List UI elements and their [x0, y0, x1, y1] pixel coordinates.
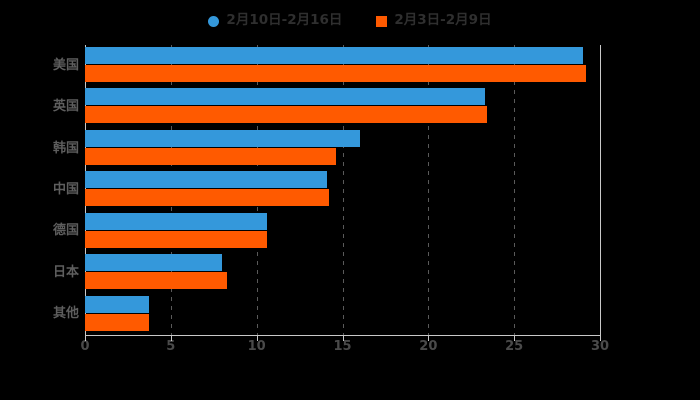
bar-1[interactable] [85, 65, 587, 82]
legend-label-series-1: 2月10日-2月16日 [226, 12, 343, 29]
bar-group [85, 45, 600, 86]
x-axis-label: 20 [419, 339, 438, 354]
y-axis-label: 韩国 [52, 140, 79, 156]
legend-label-series-2: 2月3日-2月9日 [394, 12, 492, 29]
y-axis-label: 中国 [52, 182, 79, 197]
x-axis-label: 5 [166, 339, 176, 354]
bar-group [85, 211, 600, 252]
bar-group [85, 252, 600, 293]
bar-group [85, 294, 600, 335]
y-axis-label: 日本 [52, 264, 79, 280]
y-axis-label: 美国 [52, 57, 79, 73]
bar-0[interactable] [85, 171, 328, 189]
x-tick-mark-0 [85, 336, 86, 341]
bar-1[interactable] [85, 272, 228, 290]
x-tick-mark-5 [170, 336, 172, 341]
chart-legend: 2月10日-2月16日 2月3日-2月9日 [0, 10, 700, 32]
gridline-30 [600, 45, 601, 335]
x-axis-label: 10 [247, 339, 266, 354]
gridline-15 [342, 45, 344, 335]
legend-item-series-2[interactable]: 2月3日-2月9日 [376, 12, 492, 29]
bar-group [85, 169, 600, 210]
bar-1[interactable] [85, 147, 336, 165]
x-tick-mark-30 [600, 336, 601, 341]
x-tick-mark-15 [342, 336, 344, 341]
x-axis-label: 15 [333, 339, 352, 354]
bar-0[interactable] [85, 47, 583, 64]
legend-marker-circle-icon [208, 15, 220, 27]
bar-0[interactable] [85, 254, 223, 272]
legend-item-series-1[interactable]: 2月10日-2月16日 [208, 14, 342, 28]
plot-area [85, 45, 600, 335]
bar-0[interactable] [85, 129, 360, 147]
bar-0[interactable] [85, 295, 149, 313]
bar-1[interactable] [85, 230, 267, 248]
bar-1[interactable] [85, 189, 329, 207]
y-axis-label: 德国 [52, 223, 79, 239]
bar-1[interactable] [85, 106, 487, 124]
bar-group [85, 128, 600, 169]
gridline-20 [428, 45, 430, 335]
legend-marker-square-icon [376, 15, 388, 27]
bar-0[interactable] [85, 212, 267, 230]
y-axis-label: 英国 [52, 99, 79, 115]
x-tick-mark-10 [256, 336, 258, 341]
x-tick-mark-20 [428, 336, 430, 341]
x-axis-label: 25 [505, 339, 524, 354]
bar-0[interactable] [85, 88, 485, 106]
x-axis-label: 0 [80, 339, 90, 354]
y-axis-category-labels: 美国英国韩国中国德国日本其他 [5, 45, 79, 335]
bar-1[interactable] [85, 313, 149, 331]
x-axis-label: 30 [590, 339, 610, 354]
x-axis-tick-labels: 0 5 10 15 20 25 30 [80, 339, 609, 360]
gridline-25 [514, 45, 516, 335]
y-axis-label: 其他 [52, 306, 79, 322]
x-axis-line [85, 335, 601, 336]
bar-group [85, 86, 600, 127]
x-tick-mark-25 [514, 336, 516, 341]
